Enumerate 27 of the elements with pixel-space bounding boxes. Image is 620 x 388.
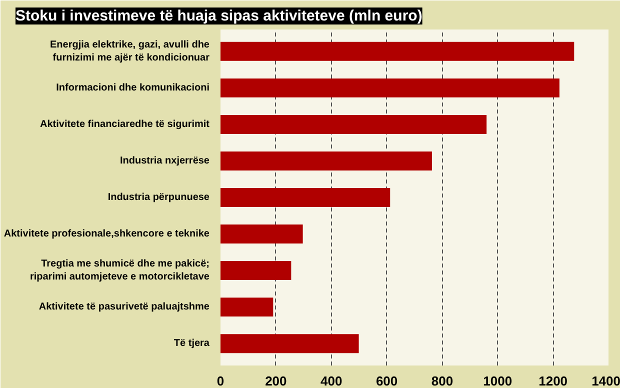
y-tick-label: Aktivitete profesionale,shkencore e teknike — [4, 228, 210, 240]
bar — [220, 224, 303, 244]
bar — [220, 114, 487, 134]
x-tick-label: 1000 — [483, 374, 512, 388]
y-tick-label: Informacioni dhe komunikacioni — [56, 82, 210, 94]
y-tick-label: Industria nxjerrëse — [120, 155, 210, 166]
bar — [220, 188, 390, 207]
bar — [220, 334, 359, 354]
bar — [220, 151, 432, 170]
y-tick-label: Energjia elektrike, gazi, avulli dhe furnizimi me ajër të kondicionuar — [50, 39, 210, 64]
chart-title: Stoku i investimeve të huaja sipas aktiviteteve (mln euro) — [16, 8, 422, 24]
x-tick-label: 200 — [265, 374, 287, 388]
y-tick-label: Të tjera — [174, 338, 210, 350]
x-tick-label: 800 — [431, 374, 454, 388]
bar — [220, 42, 574, 61]
x-tick-label: 400 — [320, 374, 342, 388]
y-tick-label: Aktivitete financiaredhe të sigurimit — [40, 118, 210, 130]
y-tick-label: Tregtia me shumicë dhe me pakicë; riparimi automjeteve e motorcikletave — [30, 258, 210, 283]
bar — [220, 261, 292, 280]
y-tick-label: Aktivitete të pasurivetë paluajtshme — [38, 302, 210, 313]
x-tick-label: 1200 — [538, 374, 568, 388]
x-tick-label: 0 — [216, 374, 224, 388]
x-tick-label: 600 — [376, 374, 398, 388]
bar — [220, 298, 274, 317]
x-tick-label: 1400 — [592, 374, 620, 388]
y-tick-label: Industria përpunuese — [108, 192, 210, 203]
bar — [220, 78, 560, 98]
